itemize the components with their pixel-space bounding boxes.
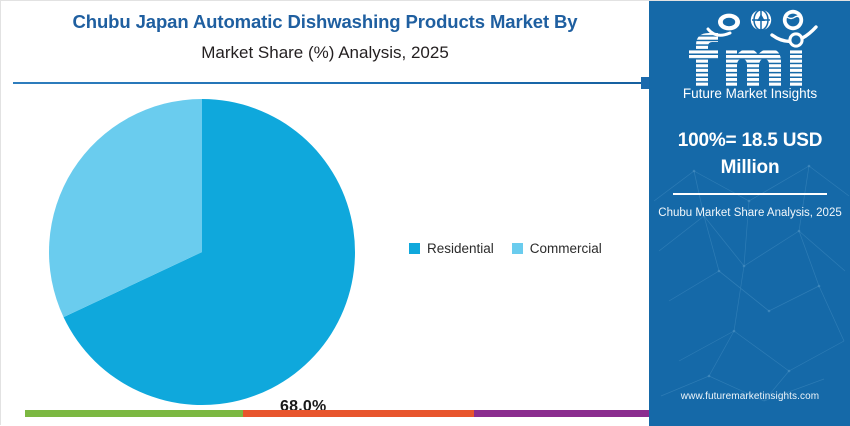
total-value-block: 100%= 18.5 USD Million xyxy=(649,127,850,181)
fmi-logo: Future Market Insights xyxy=(649,9,850,106)
total-value-text: 100%= 18.5 USD Million xyxy=(677,130,823,178)
title-divider-cap xyxy=(641,77,649,89)
panel-caption-block: Chubu Market Share Analysis, 2025 xyxy=(649,205,850,221)
chart-legend: Residential Commercial xyxy=(409,241,602,256)
panel-url-block: www.futuremarketinsights.com xyxy=(649,386,850,404)
chart-title-block: Chubu Japan Automatic Dishwashing Produc… xyxy=(1,7,649,69)
legend-swatch-residential xyxy=(409,243,420,254)
panel-url-text[interactable]: www.futuremarketinsights.com xyxy=(680,391,820,402)
fmi-logo-svg: Future Market Insights xyxy=(683,9,818,101)
panel-caption-text: Chubu Market Share Analysis, 2025 xyxy=(658,207,842,219)
title-divider xyxy=(13,82,649,84)
logo-people-icons xyxy=(706,9,818,44)
legend-label-residential: Residential xyxy=(427,241,494,256)
legend-item-residential[interactable]: Residential xyxy=(409,241,494,256)
bottom-color-bar xyxy=(25,410,649,417)
logo-wordmark xyxy=(689,33,802,87)
green-segment xyxy=(25,410,244,417)
logo-tagline-text: Future Market Insights xyxy=(683,86,818,101)
pie-slice-commercial[interactable] xyxy=(48,99,202,318)
logo-i-dot xyxy=(788,32,804,48)
legend-item-commercial[interactable]: Commercial xyxy=(511,241,602,256)
legend-label-commercial: Commercial xyxy=(529,241,602,256)
legend-swatch-commercial xyxy=(511,243,523,254)
purple-segment xyxy=(474,410,649,417)
chart-panel: Chubu Japan Automatic Dishwashing Produc… xyxy=(1,1,649,426)
chart-title-primary: Chubu Japan Automatic Dishwashing Produc… xyxy=(72,11,578,32)
brand-panel: Future Market Insights 100%= 18.5 USD Mi… xyxy=(649,1,850,426)
panel-network-texture xyxy=(653,164,850,402)
pie-slice-residential[interactable] xyxy=(63,99,355,405)
chart-title-secondary: Market Share (%) Analysis, 2025 xyxy=(201,43,449,62)
panel-divider xyxy=(673,193,827,195)
pie-chart: 68.0% xyxy=(48,98,356,415)
pie-chart-svg xyxy=(48,99,355,405)
orange-segment xyxy=(243,410,475,417)
